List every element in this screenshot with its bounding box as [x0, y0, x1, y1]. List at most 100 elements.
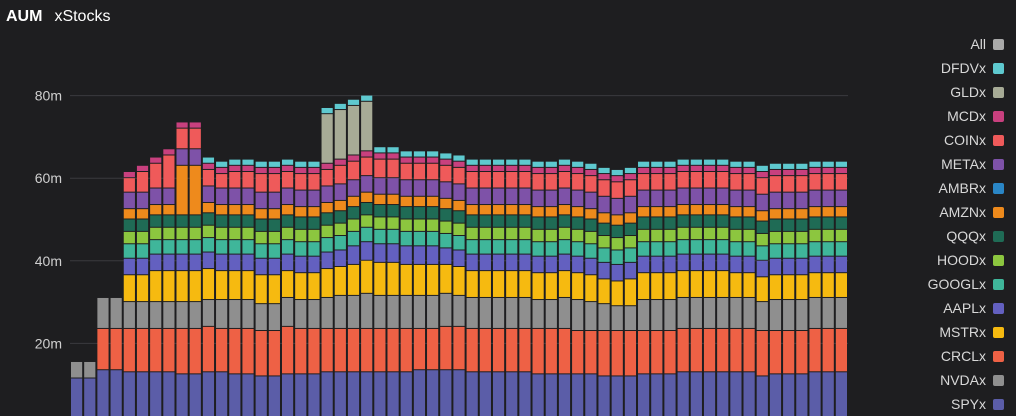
bar-segment[interactable] — [783, 176, 795, 192]
bar-segment[interactable] — [756, 302, 768, 331]
bar-segment[interactable] — [400, 180, 412, 196]
bar-segment[interactable] — [321, 202, 333, 213]
bar-segment[interactable] — [690, 240, 702, 254]
bar-segment[interactable] — [651, 300, 663, 331]
bar-segment[interactable] — [545, 256, 557, 273]
bar-segment[interactable] — [281, 165, 294, 172]
bar-segment[interactable] — [334, 295, 346, 328]
bar-segment[interactable] — [611, 225, 623, 238]
bar-segment[interactable] — [638, 374, 650, 416]
bar-segment[interactable] — [308, 161, 320, 167]
bar-segment[interactable] — [136, 165, 149, 172]
bar-segment[interactable] — [519, 215, 531, 227]
bar-segment[interactable] — [783, 331, 795, 374]
bar-segment[interactable] — [242, 374, 254, 416]
bar-segment[interactable] — [308, 207, 320, 217]
bar-segment[interactable] — [796, 300, 808, 331]
bar-segment[interactable] — [295, 207, 307, 217]
bar-segment[interactable] — [387, 178, 399, 194]
bar-segment[interactable] — [572, 174, 584, 190]
bar-segment[interactable] — [216, 161, 228, 167]
bar-segment[interactable] — [361, 328, 373, 372]
bar-segment[interactable] — [690, 328, 702, 372]
bar-segment[interactable] — [202, 213, 215, 225]
bar-segment[interactable] — [281, 271, 294, 297]
bar-segment[interactable] — [163, 188, 175, 205]
bar-segment[interactable] — [268, 192, 280, 209]
bar-segment[interactable] — [361, 95, 373, 101]
bar-segment[interactable] — [743, 217, 755, 229]
bar-segment[interactable] — [466, 328, 478, 372]
bar-segment[interactable] — [677, 254, 689, 271]
bar-segment[interactable] — [506, 254, 518, 271]
bar-segment[interactable] — [176, 374, 188, 416]
bar-segment[interactable] — [400, 151, 412, 157]
bar-segment[interactable] — [611, 169, 623, 176]
bar-segment[interactable] — [730, 217, 742, 229]
bar-segment[interactable] — [717, 188, 729, 205]
bar-segment[interactable] — [492, 159, 505, 165]
bar-segment[interactable] — [572, 374, 584, 416]
bar-segment[interactable] — [387, 153, 399, 159]
bar-segment[interactable] — [453, 161, 465, 167]
bar-segment[interactable] — [242, 159, 254, 165]
bar-segment[interactable] — [268, 275, 280, 304]
bar-segment[interactable] — [321, 269, 333, 297]
bar-segment[interactable] — [308, 242, 320, 256]
bar-segment[interactable] — [743, 190, 755, 207]
bar-segment[interactable] — [216, 300, 228, 328]
bar-segment[interactable] — [651, 190, 663, 207]
bar-segment[interactable] — [255, 304, 267, 331]
bar-segment[interactable] — [216, 328, 228, 372]
bar-segment[interactable] — [624, 213, 637, 223]
bar-segment[interactable] — [400, 163, 412, 180]
bar-segment[interactable] — [769, 231, 782, 244]
bar-segment[interactable] — [743, 161, 755, 167]
bar-segment[interactable] — [334, 110, 346, 159]
bar-segment[interactable] — [756, 376, 768, 416]
bar-segment[interactable] — [506, 227, 518, 240]
bar-segment[interactable] — [347, 105, 360, 155]
bar-segment[interactable] — [400, 196, 412, 207]
bar-segment[interactable] — [268, 209, 280, 219]
bar-segment[interactable] — [769, 275, 782, 300]
bar-segment[interactable] — [664, 229, 676, 242]
bar-segment[interactable] — [690, 271, 702, 297]
legend-item[interactable]: All — [970, 34, 1004, 54]
bar-segment[interactable] — [255, 174, 267, 192]
bar-segment[interactable] — [506, 271, 518, 297]
bar-segment[interactable] — [743, 297, 755, 328]
bar-segment[interactable] — [308, 374, 320, 416]
bar-segment[interactable] — [572, 161, 584, 167]
bar-segment[interactable] — [123, 172, 135, 178]
bar-segment[interactable] — [71, 378, 83, 416]
bar-segment[interactable] — [519, 297, 531, 328]
bar-segment[interactable] — [835, 217, 847, 229]
bar-segment[interactable] — [150, 215, 162, 227]
legend-item[interactable]: GLDx — [950, 82, 1004, 102]
bar-segment[interactable] — [479, 328, 491, 372]
bar-segment[interactable] — [136, 192, 149, 209]
bar-segment[interactable] — [440, 221, 452, 233]
bar-segment[interactable] — [796, 244, 808, 258]
bar-segment[interactable] — [479, 172, 491, 188]
bar-segment[interactable] — [189, 254, 201, 271]
bar-segment[interactable] — [835, 256, 847, 273]
bar-segment[interactable] — [374, 205, 386, 217]
bar-segment[interactable] — [558, 215, 571, 227]
bar-segment[interactable] — [202, 269, 215, 300]
bar-segment[interactable] — [783, 169, 795, 176]
bar-segment[interactable] — [242, 205, 254, 215]
bar-segment[interactable] — [717, 328, 729, 372]
bar-segment[interactable] — [598, 376, 610, 416]
bar-segment[interactable] — [374, 178, 386, 194]
bar-segment[interactable] — [334, 236, 346, 250]
bar-segment[interactable] — [624, 174, 637, 180]
bar-segment[interactable] — [123, 302, 135, 328]
bar-segment[interactable] — [229, 300, 241, 328]
bar-segment[interactable] — [268, 331, 280, 376]
bar-segment[interactable] — [413, 163, 426, 180]
bar-segment[interactable] — [361, 372, 373, 416]
bar-segment[interactable] — [624, 180, 637, 196]
bar-segment[interactable] — [374, 153, 386, 159]
